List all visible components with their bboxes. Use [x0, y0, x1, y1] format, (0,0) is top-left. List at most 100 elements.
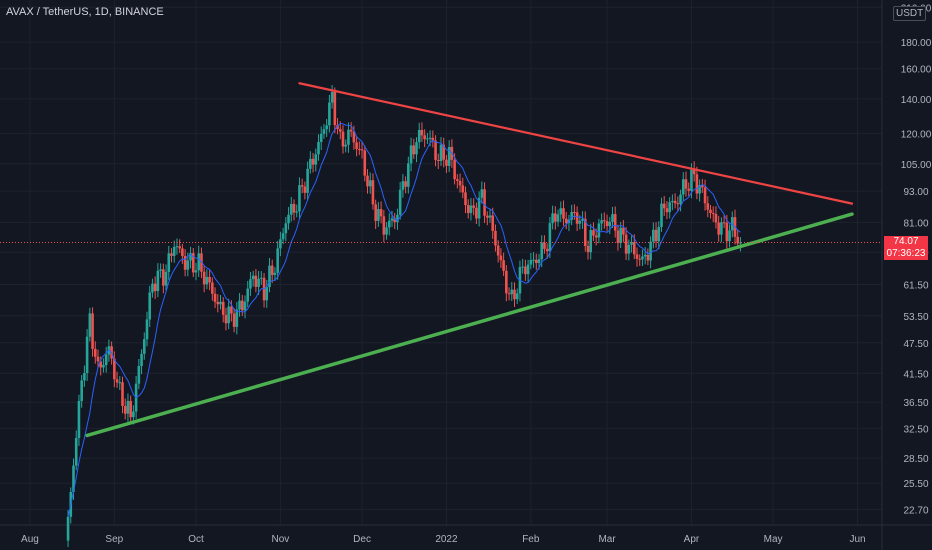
candle-body [77, 400, 81, 439]
candle-body [515, 293, 519, 300]
candle-body [562, 208, 565, 219]
candle-body [396, 214, 399, 223]
x-tick-label: Mar [598, 534, 616, 545]
candle-body [276, 248, 279, 273]
candle-body [594, 235, 598, 238]
candle-body [379, 209, 383, 217]
candle-body [603, 220, 606, 222]
candle-body [358, 148, 361, 150]
y-tick-label: 22.70 [903, 505, 928, 516]
candle-body [679, 194, 682, 205]
candle-body [488, 215, 492, 218]
candle-body [583, 218, 587, 246]
candle-body [597, 223, 601, 238]
candle-body [328, 102, 331, 126]
y-tick-label: 32.50 [903, 424, 928, 435]
candle-body [317, 141, 320, 155]
x-tick-label: May [764, 534, 783, 545]
candle-body [630, 241, 633, 245]
candle-body [543, 242, 546, 249]
resistance-trendline [298, 82, 854, 205]
candle-body [202, 271, 206, 285]
x-tick-label: Sep [105, 534, 123, 545]
candle-body [148, 292, 152, 320]
candle-body [382, 216, 386, 235]
candle-body [279, 239, 282, 249]
candle-body [646, 254, 650, 261]
candle-body [104, 354, 108, 366]
candle-body [240, 300, 244, 311]
y-tick-label: 105.00 [901, 160, 932, 171]
candle-body [151, 283, 154, 293]
currency-label[interactable]: USDT [893, 6, 927, 21]
candle-body [556, 214, 560, 222]
candle-body [453, 159, 456, 180]
candle-body [319, 133, 323, 142]
candle-body [80, 380, 83, 401]
candle-body [314, 154, 318, 165]
x-tick-label: Jun [849, 534, 865, 545]
candle-body [426, 138, 429, 140]
candle-body [575, 212, 579, 224]
chart-title: AVAX / TetherUS, 1D, BINANCE [6, 6, 164, 18]
candle-body [153, 283, 157, 292]
x-tick-label: Oct [188, 534, 204, 545]
candle-body [219, 301, 222, 305]
candle-body [632, 241, 636, 255]
countdown-label: 07:36:23 [884, 248, 928, 260]
candle-body [505, 270, 508, 294]
candle-body [605, 221, 609, 227]
candle-body [540, 242, 544, 260]
candle-body [401, 181, 405, 190]
candle-body [469, 205, 473, 214]
last-price-label: 74.07 [884, 236, 928, 248]
candle-body [126, 400, 130, 414]
candle-body [162, 269, 165, 286]
candle-body [170, 253, 173, 256]
candle-body [336, 125, 339, 130]
candle-body [172, 246, 176, 256]
candle-body [673, 200, 677, 204]
y-tick-label: 93.00 [903, 187, 928, 198]
candle-body [363, 150, 367, 176]
candle-body [551, 213, 554, 224]
candle-body [295, 211, 299, 213]
candle-body [232, 313, 236, 327]
candle-body [434, 140, 437, 160]
candle-body [303, 186, 307, 193]
candle-body [137, 366, 141, 384]
candle-body [464, 192, 467, 206]
candle-body [619, 227, 622, 244]
candle-body [407, 163, 410, 187]
candle-body [466, 205, 470, 214]
candle-body [344, 144, 348, 147]
candle-body [447, 146, 451, 166]
candle-body [284, 223, 288, 234]
x-tick-label: Feb [522, 534, 540, 545]
candle-body [692, 168, 696, 175]
candle-body [564, 218, 568, 224]
candle-body [510, 289, 514, 295]
candle-body [736, 236, 740, 244]
candle-body [722, 222, 726, 224]
candle-body [66, 516, 70, 541]
y-tick-label: 140.00 [901, 95, 932, 106]
y-tick-label: 160.00 [901, 65, 932, 76]
candle-body [423, 135, 426, 140]
candle-body [491, 215, 495, 231]
candle-body [118, 382, 122, 384]
candle-body [627, 244, 631, 254]
candle-body [461, 185, 465, 193]
candle-body [341, 131, 345, 147]
candle-body [352, 131, 356, 143]
candle-body [85, 336, 89, 373]
candle-body [649, 241, 652, 261]
candle-body [548, 223, 552, 252]
y-tick-label: 81.00 [903, 218, 928, 229]
candle-body [322, 129, 326, 134]
candle-body [681, 179, 685, 195]
candle-body [695, 174, 699, 194]
candle-body [113, 358, 116, 380]
y-tick-label: 180.00 [901, 38, 932, 49]
